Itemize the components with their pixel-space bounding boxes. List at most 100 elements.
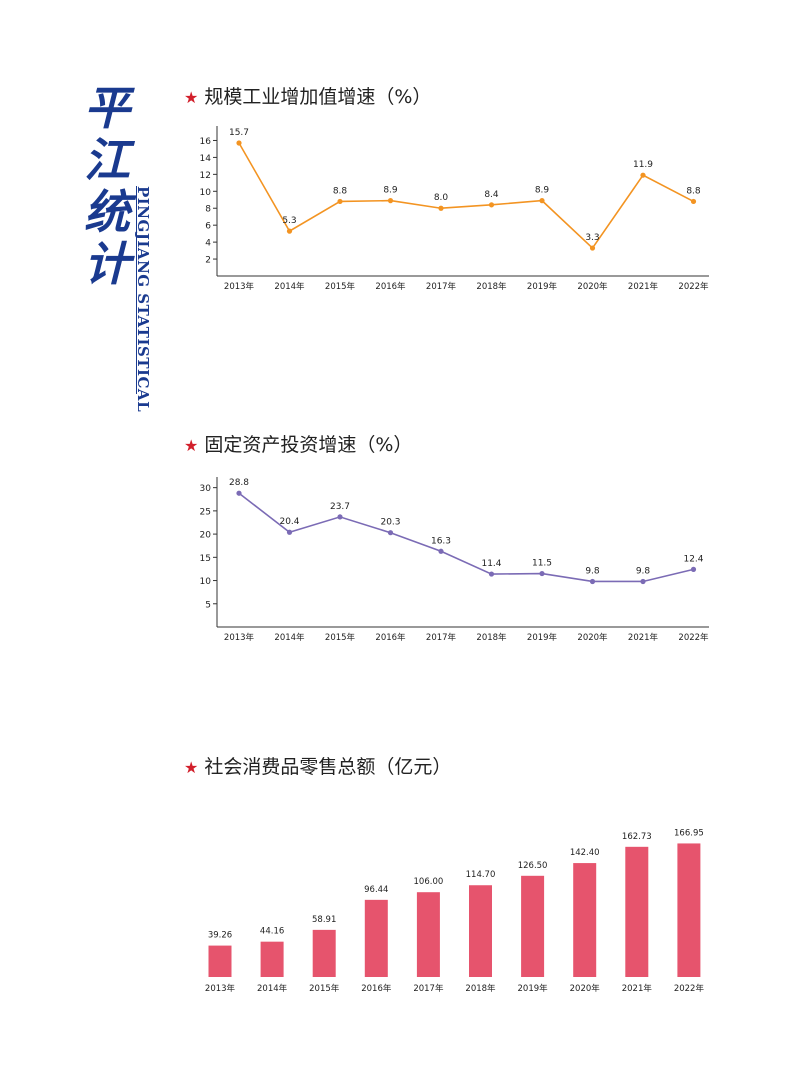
x-tick-label: 2015年 [309, 983, 340, 994]
y-tick-label: 25 [200, 507, 211, 517]
y-tick-label: 2 [205, 256, 211, 266]
data-point [236, 490, 242, 496]
bar [573, 863, 597, 977]
data-label: 16.3 [431, 536, 451, 546]
data-label: 96.44 [364, 885, 388, 895]
y-tick-label: 10 [200, 577, 212, 587]
data-point [640, 578, 646, 585]
chart-title-retail: ★ 社会消费品零售总额（亿元） [184, 752, 451, 779]
x-tick-label: 2018年 [476, 281, 507, 292]
x-tick-label: 2014年 [274, 281, 305, 292]
x-tick-label: 2018年 [465, 983, 496, 994]
data-label: 8.9 [383, 186, 398, 196]
data-label: 11.9 [633, 160, 653, 170]
logo-chinese: 平 江 统 计 [84, 82, 144, 290]
data-point [690, 198, 697, 205]
x-tick-label: 2014年 [257, 983, 288, 994]
data-label: 39.26 [208, 931, 232, 941]
series-line [238, 142, 694, 250]
bar [260, 941, 284, 977]
data-label: 20.3 [380, 518, 400, 528]
data-point [337, 198, 343, 205]
series-line [238, 492, 694, 583]
chart-title-text: 固定资产投资增速（%） [204, 434, 413, 456]
data-label: 8.8 [333, 186, 348, 196]
bar [521, 875, 545, 977]
data-point [387, 198, 394, 204]
data-label: 142.40 [570, 848, 600, 858]
data-label: 11.4 [481, 559, 501, 569]
x-tick-label: 2022年 [674, 983, 705, 994]
data-label: 8.8 [686, 186, 701, 196]
star-icon: ★ [184, 758, 199, 777]
data-label: 44.16 [260, 927, 284, 937]
chart-title-text: 社会消费品零售总额（亿元） [204, 756, 452, 778]
y-tick-label: 16 [200, 137, 212, 147]
data-label: 28.8 [229, 478, 249, 488]
x-tick-label: 2013年 [224, 632, 255, 643]
data-label: 8.0 [434, 193, 449, 203]
data-label: 23.7 [330, 502, 350, 512]
data-point [690, 566, 697, 573]
x-tick-label: 2019年 [527, 281, 558, 292]
data-point [539, 570, 545, 577]
x-tick-label: 2017年 [426, 281, 457, 292]
data-point [539, 198, 545, 204]
x-tick-label: 2016年 [375, 281, 406, 292]
x-tick-label: 2013年 [205, 983, 236, 994]
data-label: 12.4 [683, 554, 703, 564]
data-point [438, 205, 444, 211]
x-tick-label: 2013年 [224, 281, 255, 292]
data-label: 15.7 [229, 128, 249, 138]
x-tick-label: 2017年 [413, 983, 444, 994]
bar [625, 846, 649, 977]
x-tick-label: 2017年 [426, 632, 457, 643]
logo-char: 平 [84, 81, 130, 135]
data-point [488, 202, 495, 208]
data-label: 58.91 [312, 915, 336, 925]
data-point [488, 571, 495, 577]
data-label: 162.73 [622, 832, 652, 842]
y-tick-label: 14 [200, 154, 212, 164]
data-label: 9.8 [585, 566, 600, 576]
data-label: 9.8 [636, 566, 651, 576]
x-tick-label: 2021年 [622, 983, 653, 994]
y-tick-label: 5 [205, 600, 211, 610]
data-label: 11.5 [532, 559, 552, 569]
data-point [640, 172, 646, 178]
data-label: 114.70 [466, 870, 496, 880]
bar [416, 892, 440, 977]
x-tick-label: 2019年 [527, 632, 558, 643]
chart-title-text: 规模工业增加值增速（%） [204, 86, 432, 108]
y-tick-label: 6 [205, 222, 211, 232]
logo-char: 统 [84, 185, 130, 239]
chart-industry-growth: 2 4 6 8 10 12 14 16 15.7 5.3 8.8 8.9 8.0 8.4 8.9 3.3 11.… [200, 126, 709, 292]
star-icon: ★ [184, 436, 199, 455]
data-point [236, 140, 242, 146]
data-point [387, 530, 394, 536]
y-tick-label: 12 [200, 171, 211, 181]
x-tick-label: 2014年 [274, 632, 305, 643]
data-label: 106.00 [414, 877, 444, 887]
star-icon: ★ [184, 88, 199, 107]
bar [677, 843, 701, 977]
x-tick-label: 2021年 [628, 632, 659, 643]
data-point [337, 514, 343, 520]
data-label: 8.4 [484, 190, 499, 200]
y-tick-label: 20 [200, 531, 212, 541]
data-label: 166.95 [674, 828, 704, 838]
x-tick-label: 2020年 [577, 632, 608, 643]
data-point [286, 529, 293, 535]
x-tick-label: 2018年 [476, 632, 507, 643]
x-tick-label: 2020年 [577, 281, 608, 292]
x-tick-label: 2015年 [325, 632, 356, 643]
x-tick-label: 2021年 [628, 281, 659, 292]
chart-investment-growth: 5 10 15 20 25 30 28.8 20.4 23.7 20.3 16.3 11.4 11.5 9… [200, 477, 709, 643]
x-tick-label: 2022年 [678, 281, 709, 292]
data-label: 20.4 [279, 517, 299, 527]
bar [208, 945, 232, 977]
data-point [438, 548, 444, 554]
y-tick-label: 10 [200, 188, 212, 198]
chart-title-investment: ★ 固定资产投资增速（%） [184, 430, 412, 457]
